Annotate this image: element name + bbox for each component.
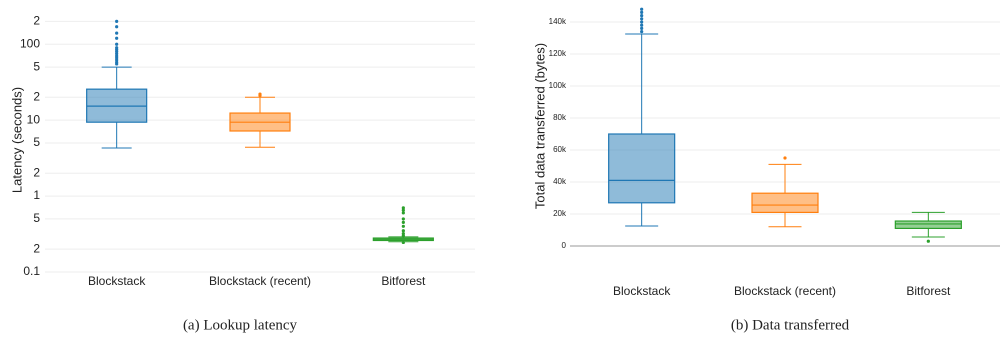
outlier: [115, 31, 119, 35]
outlier: [640, 14, 644, 18]
y-tick-label: 5: [33, 211, 40, 225]
x-tick-label: Bitforest: [381, 274, 426, 288]
y-tick-label: 60k: [553, 145, 567, 154]
outlier: [115, 42, 119, 46]
outlier: [115, 46, 119, 50]
x-tick-label: Blockstack: [613, 284, 671, 298]
outlier: [926, 239, 930, 243]
outlier: [640, 7, 644, 11]
outlier: [115, 36, 119, 40]
outlier: [640, 23, 644, 27]
y-tick-label: 140k: [549, 17, 567, 26]
y-axis-title: Latency (seconds): [9, 87, 24, 193]
outlier: [115, 54, 119, 58]
outlier: [115, 60, 119, 64]
outlier: [401, 220, 405, 225]
caption: (a) Lookup latency: [183, 317, 298, 333]
outlier: [401, 240, 405, 245]
y-tick-label: 1: [33, 188, 40, 202]
outlier: [401, 224, 405, 228]
caption: (b) Data transferred: [731, 317, 850, 333]
outlier: [640, 20, 644, 24]
outlier: [640, 10, 644, 14]
y-tick-label: 2: [33, 165, 40, 179]
y-axis-title: Total data transferred (bytes): [532, 43, 547, 209]
y-tick-label: 2: [33, 89, 40, 103]
outlier: [258, 92, 262, 96]
outlier: [640, 30, 644, 34]
outlier: [115, 25, 119, 29]
x-tick-label: Blockstack: [88, 274, 146, 288]
y-tick-label: 20k: [553, 209, 567, 218]
outlier: [401, 232, 405, 236]
y-tick-label: 5: [33, 59, 40, 73]
y-tick-label: 80k: [553, 113, 567, 122]
outlier: [401, 206, 405, 210]
y-tick-label: 10: [27, 112, 41, 126]
x-tick-label: Blockstack (recent): [209, 274, 311, 288]
x-tick-label: Bitforest: [906, 284, 951, 298]
y-tick-label: 5: [33, 135, 40, 149]
y-tick-label: 0: [562, 241, 567, 250]
outlier: [640, 17, 644, 21]
y-tick-label: 100k: [549, 81, 567, 90]
box: [894, 220, 962, 229]
y-tick-label: 100: [20, 36, 40, 50]
outlier: [401, 211, 405, 215]
y-tick-label: 2: [33, 241, 40, 255]
outlier: [401, 217, 405, 221]
y-tick-label: 40k: [553, 177, 567, 186]
box: [751, 192, 819, 213]
y-tick-label: 120k: [549, 49, 567, 58]
x-tick-label: Blockstack (recent): [734, 284, 836, 298]
outlier: [783, 156, 787, 160]
y-tick-label: 0.1: [23, 264, 40, 278]
outlier: [401, 229, 405, 233]
box: [608, 133, 676, 204]
outlier: [115, 19, 119, 23]
outlier: [401, 208, 405, 212]
outlier: [640, 26, 644, 30]
y-tick-label: 2: [33, 14, 40, 28]
